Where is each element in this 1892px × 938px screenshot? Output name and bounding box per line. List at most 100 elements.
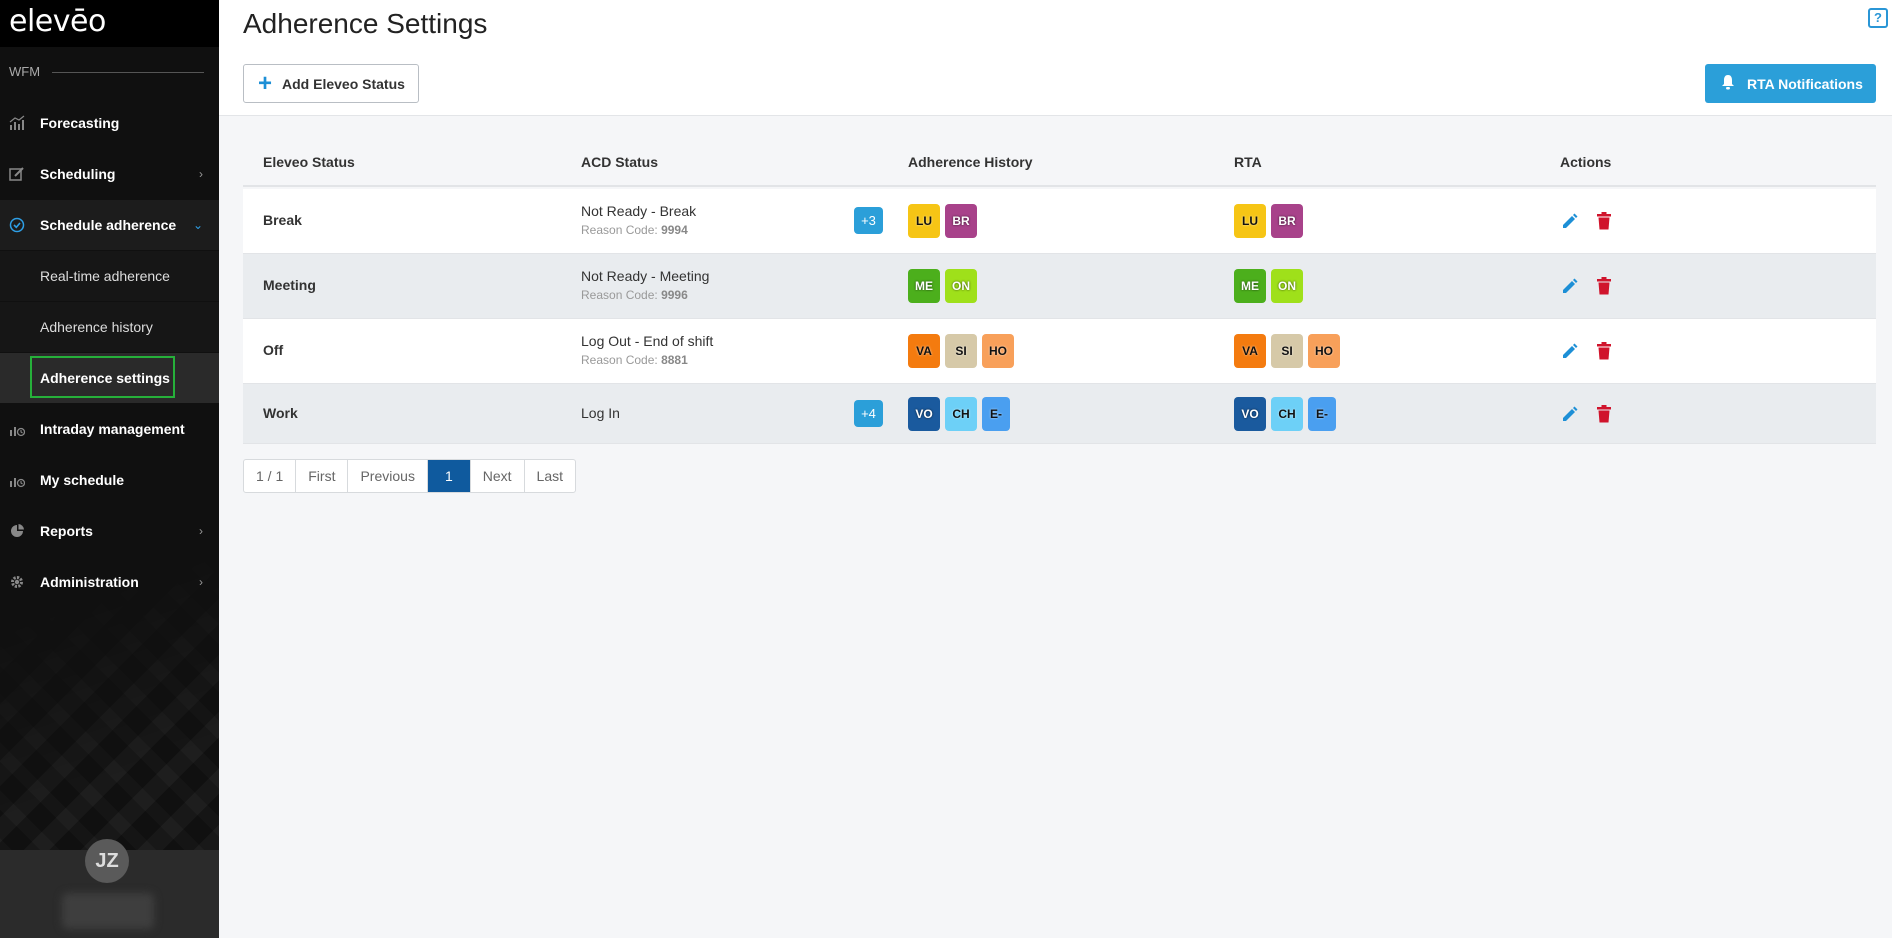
nav-schedule-adherence[interactable]: Schedule adherence ⌄ xyxy=(0,200,219,250)
rta-tags: VA SI HO xyxy=(1234,334,1340,368)
subnav-adherence-settings[interactable]: Adherence settings xyxy=(0,353,219,403)
delete-icon[interactable] xyxy=(1596,341,1612,361)
status-tag: LU xyxy=(1234,204,1266,238)
edit-icon[interactable] xyxy=(1560,211,1580,231)
row-actions xyxy=(1560,211,1612,231)
status-tag: VA xyxy=(908,334,940,368)
nav-administration[interactable]: Administration › xyxy=(0,557,219,607)
page-next-button[interactable]: Next xyxy=(471,460,525,492)
section-label: WFM xyxy=(9,64,41,79)
logo-bar: elevēo xyxy=(0,0,219,47)
status-tag: E- xyxy=(1308,397,1336,431)
nav-label: Forecasting xyxy=(40,115,120,131)
status-tag: CH xyxy=(1271,397,1303,431)
sidebar-pattern xyxy=(0,478,219,858)
status-tag: BR xyxy=(1271,204,1303,238)
avatar[interactable]: JZ xyxy=(85,839,129,883)
rta-tags: VO CH E- xyxy=(1234,397,1336,431)
edit-icon[interactable] xyxy=(1560,341,1580,361)
status-tag: ME xyxy=(1234,269,1266,303)
column-header-rta: RTA xyxy=(1234,154,1262,170)
nav-forecasting[interactable]: Forecasting xyxy=(0,98,219,148)
reason-code: Reason Code: 9996 xyxy=(581,288,688,302)
row-actions xyxy=(1560,276,1612,296)
page-first-button[interactable]: First xyxy=(296,460,349,492)
column-header-acd-status: ACD Status xyxy=(581,154,659,170)
sidebar: elevēo WFM Forecasting Scheduling › Sche… xyxy=(0,0,219,938)
table-row[interactable]: Break Not Ready - Break Reason Code: 999… xyxy=(243,189,1876,254)
subnav-real-time-adherence[interactable]: Real-time adherence xyxy=(0,251,219,301)
add-eleveo-status-button[interactable]: + Add Eleveo Status xyxy=(243,64,419,103)
chevron-right-icon: › xyxy=(199,524,203,538)
eleveo-status-cell: Break xyxy=(263,212,302,228)
section-divider xyxy=(52,72,204,73)
logo[interactable]: elevēo xyxy=(9,4,106,39)
page-last-button[interactable]: Last xyxy=(536,468,563,484)
rta-tags: ME ON xyxy=(1234,269,1303,303)
edit-icon[interactable] xyxy=(1560,276,1580,296)
adherence-history-tags: ME ON xyxy=(908,269,977,303)
subnav-adherence-history[interactable]: Adherence history xyxy=(0,302,219,352)
status-tag: VA xyxy=(1234,334,1266,368)
reason-code: Reason Code: 9994 xyxy=(581,223,688,237)
reason-code: Reason Code: 8881 xyxy=(581,353,688,367)
chevron-right-icon: › xyxy=(199,575,203,589)
edit-icon[interactable] xyxy=(1560,404,1580,424)
my-schedule-icon xyxy=(9,472,26,488)
reason-code-label: Reason Code: xyxy=(581,223,658,237)
delete-icon[interactable] xyxy=(1596,211,1612,231)
nav-reports[interactable]: Reports › xyxy=(0,506,219,556)
reason-code-value: 9994 xyxy=(661,223,688,237)
delete-icon[interactable] xyxy=(1596,404,1612,424)
nav-scheduling[interactable]: Scheduling › xyxy=(0,149,219,199)
status-tag: SI xyxy=(945,334,977,368)
table-row[interactable]: Meeting Not Ready - Meeting Reason Code:… xyxy=(243,254,1876,319)
status-tag: LU xyxy=(908,204,940,238)
rta-notifications-button[interactable]: RTA Notifications xyxy=(1705,64,1876,103)
eleveo-status-cell: Meeting xyxy=(263,277,316,293)
reason-code-value: 8881 xyxy=(661,353,688,367)
reason-code-label: Reason Code: xyxy=(581,353,658,367)
nav-intraday-management[interactable]: Intraday management xyxy=(0,404,219,454)
nav-label: Intraday management xyxy=(40,421,185,437)
subnav-label: Real-time adherence xyxy=(40,268,170,284)
plus-icon: + xyxy=(258,69,273,97)
status-tag: E- xyxy=(982,397,1010,431)
user-name-blurred xyxy=(62,893,154,929)
more-acd-badge[interactable]: +3 xyxy=(854,207,883,234)
more-acd-badge[interactable]: +4 xyxy=(854,400,883,427)
column-header-adherence-history: Adherence History xyxy=(908,154,1033,170)
status-tag: ME xyxy=(908,269,940,303)
reason-code-label: Reason Code: xyxy=(581,288,658,302)
column-header-actions: Actions xyxy=(1560,154,1612,170)
table-row[interactable]: Off Log Out - End of shift Reason Code: … xyxy=(243,319,1876,384)
delete-icon[interactable] xyxy=(1596,276,1612,296)
nav-label: Schedule adherence xyxy=(40,217,177,233)
pagination: 1 / 1 First Previous 1 Next Last xyxy=(243,459,576,493)
intraday-icon xyxy=(9,421,26,437)
table-row[interactable]: Work Log In +4 VO CH E- VO CH E- xyxy=(243,384,1876,444)
page-info: 1 / 1 xyxy=(244,460,297,492)
help-icon[interactable]: ? xyxy=(1868,8,1888,28)
rta-button-label: RTA Notifications xyxy=(1747,75,1863,92)
page-current-button[interactable]: 1 xyxy=(427,460,471,492)
status-tag: ON xyxy=(945,269,977,303)
status-tag: SI xyxy=(1271,334,1303,368)
rta-tags: LU BR xyxy=(1234,204,1303,238)
adherence-history-tags: VA SI HO xyxy=(908,334,1014,368)
adherence-history-tags: VO CH E- xyxy=(908,397,1010,431)
acd-status-name: Log In xyxy=(581,405,620,421)
row-actions xyxy=(1560,404,1612,424)
nav-my-schedule[interactable]: My schedule xyxy=(0,455,219,505)
status-tag: ON xyxy=(1271,269,1303,303)
gear-icon xyxy=(9,574,25,590)
eleveo-status-cell: Work xyxy=(263,405,298,421)
nav-label: Reports xyxy=(40,523,93,539)
current-item-highlight xyxy=(30,356,175,398)
status-tag: HO xyxy=(1308,334,1340,368)
acd-status-name: Log Out - End of shift xyxy=(581,333,714,349)
page-previous-button[interactable]: Previous xyxy=(348,460,428,492)
chevron-down-icon: ⌄ xyxy=(192,218,203,232)
chart-bar-icon xyxy=(9,115,25,131)
table-header: Eleveo Status ACD Status Adherence Histo… xyxy=(243,142,1876,187)
